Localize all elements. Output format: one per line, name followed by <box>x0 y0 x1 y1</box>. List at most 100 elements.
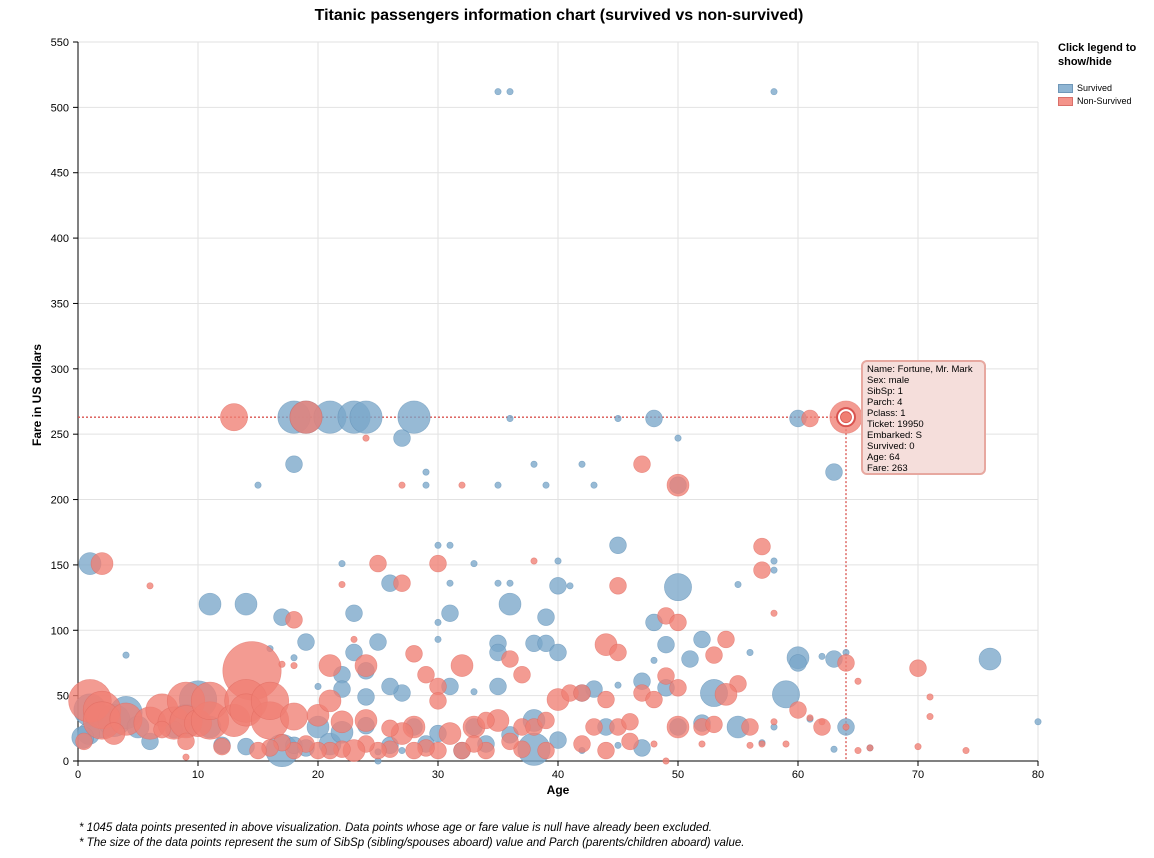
non-survived-point[interactable] <box>573 684 591 702</box>
non-survived-point[interactable] <box>621 713 639 731</box>
survived-point[interactable] <box>578 460 586 468</box>
survived-point[interactable] <box>506 414 514 422</box>
survived-point[interactable] <box>338 560 346 568</box>
non-survived-point[interactable] <box>429 554 447 573</box>
non-survived-point[interactable] <box>381 719 399 738</box>
survived-point[interactable] <box>349 400 383 434</box>
non-survived-point[interactable] <box>285 611 303 629</box>
survived-point[interactable] <box>614 414 622 422</box>
non-survived-point[interactable] <box>405 741 423 760</box>
non-survived-point[interactable] <box>741 718 759 736</box>
non-survived-point[interactable] <box>866 744 874 752</box>
survived-point[interactable] <box>446 541 454 549</box>
survived-point[interactable] <box>770 566 778 574</box>
non-survived-point[interactable] <box>909 659 927 677</box>
non-survived-point[interactable] <box>621 732 639 751</box>
non-survived-point[interactable] <box>289 400 323 434</box>
non-survived-point[interactable] <box>75 732 93 751</box>
survived-point[interactable] <box>650 656 658 664</box>
non-survived-point[interactable] <box>453 741 471 760</box>
survived-point[interactable] <box>234 592 258 616</box>
non-survived-point[interactable] <box>429 692 447 710</box>
survived-point[interactable] <box>122 651 130 659</box>
survived-point[interactable] <box>530 460 538 468</box>
non-survived-point[interactable] <box>405 645 423 663</box>
non-survived-point[interactable] <box>398 481 406 489</box>
survived-point[interactable] <box>542 481 550 489</box>
survived-point[interactable] <box>693 630 711 649</box>
survived-point[interactable] <box>770 557 778 565</box>
survived-point[interactable] <box>441 604 459 622</box>
non-survived-point[interactable] <box>501 732 519 751</box>
non-survived-point[interactable] <box>458 481 466 489</box>
non-survived-point[interactable] <box>657 667 675 685</box>
non-survived-point[interactable] <box>280 702 308 731</box>
survived-point[interactable] <box>537 634 555 653</box>
survived-point[interactable] <box>494 579 502 587</box>
survived-point[interactable] <box>549 577 567 595</box>
survived-point[interactable] <box>357 688 375 706</box>
non-survived-point[interactable] <box>813 718 831 736</box>
non-survived-point[interactable] <box>573 735 591 753</box>
survived-point[interactable] <box>645 409 663 428</box>
non-survived-point[interactable] <box>338 581 346 589</box>
non-survived-point[interactable] <box>926 693 934 701</box>
non-survived-point[interactable] <box>249 741 267 760</box>
survived-point[interactable] <box>549 731 567 749</box>
non-survived-point[interactable] <box>350 635 358 643</box>
survived-point[interactable] <box>609 536 627 554</box>
survived-point[interactable] <box>664 573 692 602</box>
non-survived-point[interactable] <box>926 713 934 721</box>
non-survived-point[interactable] <box>962 747 970 755</box>
non-survived-point[interactable] <box>770 609 778 617</box>
survived-point[interactable] <box>434 635 442 643</box>
non-survived-point[interactable] <box>597 690 615 709</box>
survived-point[interactable] <box>297 633 315 651</box>
non-survived-point[interactable] <box>705 715 723 734</box>
non-survived-point[interactable] <box>182 753 190 761</box>
non-survived-point[interactable] <box>450 654 474 677</box>
survived-point[interactable] <box>381 677 399 696</box>
non-survived-point[interactable] <box>669 679 687 697</box>
non-survived-point[interactable] <box>220 403 248 432</box>
survived-point[interactable] <box>506 579 514 587</box>
non-survived-point[interactable] <box>585 718 603 736</box>
survived-point[interactable] <box>506 88 514 96</box>
survived-point[interactable] <box>549 643 567 662</box>
non-survived-point[interactable] <box>537 711 555 730</box>
non-survived-point[interactable] <box>417 666 435 684</box>
survived-point[interactable] <box>434 618 442 626</box>
non-survived-point[interactable] <box>837 654 855 672</box>
survived-point[interactable] <box>434 541 442 549</box>
non-survived-point[interactable] <box>666 473 690 497</box>
survived-point[interactable] <box>770 88 778 96</box>
survived-point[interactable] <box>1034 718 1042 726</box>
non-survived-point[interactable] <box>914 743 922 751</box>
non-survived-point[interactable] <box>597 741 615 760</box>
non-survived-point[interactable] <box>146 582 154 590</box>
survived-point[interactable] <box>314 682 322 690</box>
non-survived-point[interactable] <box>501 650 519 668</box>
non-survived-point[interactable] <box>513 666 531 684</box>
survived-point[interactable] <box>369 633 387 651</box>
non-survived-point[interactable] <box>669 613 687 632</box>
non-survived-point[interactable] <box>753 537 771 556</box>
non-survived-point[interactable] <box>537 741 555 760</box>
survived-point[interactable] <box>285 455 303 473</box>
non-survived-point[interactable] <box>714 683 738 706</box>
survived-point[interactable] <box>393 429 411 447</box>
survived-point[interactable] <box>489 677 507 696</box>
survived-point[interactable] <box>198 592 222 616</box>
legend-item-survived[interactable]: Survived <box>1058 82 1153 95</box>
survived-point[interactable] <box>345 643 363 662</box>
non-survived-point[interactable] <box>330 710 354 734</box>
non-survived-point[interactable] <box>705 646 723 664</box>
non-survived-point[interactable] <box>90 552 114 575</box>
non-survived-point[interactable] <box>854 677 862 685</box>
non-survived-point[interactable] <box>782 740 790 748</box>
non-survived-point[interactable] <box>278 660 286 668</box>
non-survived-point[interactable] <box>318 654 342 677</box>
survived-point[interactable] <box>657 635 675 654</box>
non-survived-point[interactable] <box>633 455 651 473</box>
survived-point[interactable] <box>614 741 622 749</box>
